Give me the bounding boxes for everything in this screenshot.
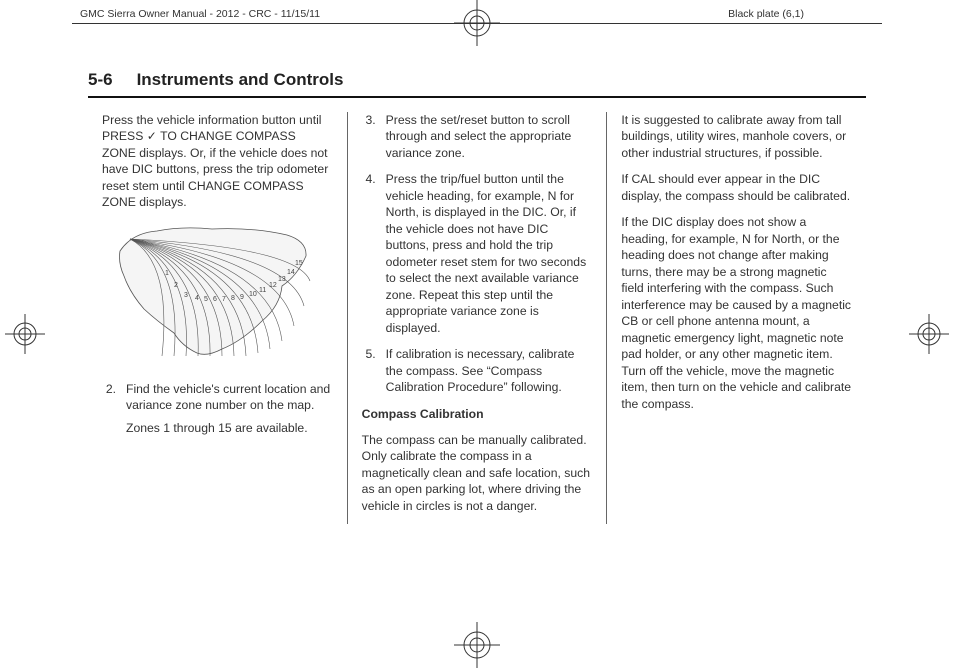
step-body: Press the trip/fuel button until the veh… <box>386 171 593 336</box>
step-body: Find the vehicle's current location and … <box>126 381 333 436</box>
column-3: It is suggested to calibrate away from t… <box>606 112 866 524</box>
registration-mark-bottom <box>454 622 500 668</box>
col2-step5: If calibration is necessary, calibrate t… <box>386 346 593 395</box>
header-doc-id: GMC Sierra Owner Manual - 2012 - CRC - 1… <box>80 8 320 20</box>
svg-text:2: 2 <box>174 282 178 289</box>
columns: Press the vehicle information button unt… <box>88 112 866 524</box>
col2-step-4: 4. Press the trip/fuel button until the … <box>362 171 593 336</box>
svg-text:9: 9 <box>240 294 244 301</box>
svg-text:5: 5 <box>204 296 208 303</box>
svg-text:12: 12 <box>269 282 277 289</box>
col1-intro: Press the vehicle information button unt… <box>102 112 333 211</box>
svg-text:8: 8 <box>231 295 235 302</box>
page-title-row: 5-6 Instruments and Controls <box>88 70 866 98</box>
col1-step2-b: Zones 1 through 15 are available. <box>126 420 333 436</box>
col2-step3: Press the set/reset button to scroll thr… <box>386 112 593 161</box>
page-number: 5-6 <box>88 70 113 90</box>
header-plate: Black plate (6,1) <box>728 8 804 20</box>
col3-p3: If the DIC display does not show a headi… <box>621 214 852 412</box>
step-number: 3. <box>362 112 376 161</box>
col2-subhead: Compass Calibration <box>362 406 593 422</box>
svg-text:11: 11 <box>259 287 266 294</box>
page-title: Instruments and Controls <box>137 70 344 90</box>
column-2: 3. Press the set/reset button to scroll … <box>347 112 607 524</box>
registration-mark-right <box>909 314 949 354</box>
step-body: Press the set/reset button to scroll thr… <box>386 112 593 161</box>
svg-text:1: 1 <box>165 270 169 277</box>
col2-step-3: 3. Press the set/reset button to scroll … <box>362 112 593 161</box>
registration-mark-left <box>5 314 45 354</box>
svg-text:15: 15 <box>295 260 303 267</box>
step-number: 2. <box>102 381 116 436</box>
col3-p1: It is suggested to calibrate away from t… <box>621 112 852 161</box>
svg-text:10: 10 <box>249 291 257 298</box>
column-1: Press the vehicle information button unt… <box>88 112 347 524</box>
svg-text:3: 3 <box>184 292 188 299</box>
check-icon: ✓ <box>147 129 157 143</box>
col3-p2: If CAL should ever appear in the DIC dis… <box>621 171 852 204</box>
page-content: 5-6 Instruments and Controls Press the v… <box>88 70 866 628</box>
svg-text:4: 4 <box>195 295 199 302</box>
step-body: If calibration is necessary, calibrate t… <box>386 346 593 395</box>
step-number: 4. <box>362 171 376 336</box>
step-number: 5. <box>362 346 376 395</box>
variance-zone-map: 1 2 3 4 5 6 7 8 9 10 11 12 13 14 <box>112 221 312 363</box>
col2-para: The compass can be manually calibrated. … <box>362 432 593 514</box>
svg-text:13: 13 <box>278 276 286 283</box>
svg-text:6: 6 <box>213 296 217 303</box>
col2-step4: Press the trip/fuel button until the veh… <box>386 171 593 336</box>
col1-step-2: 2. Find the vehicle's current location a… <box>102 381 333 436</box>
registration-mark-top <box>454 0 500 46</box>
col1-step2-a: Find the vehicle's current location and … <box>126 381 333 414</box>
svg-text:14: 14 <box>287 269 295 276</box>
col2-step-5: 5. If calibration is necessary, calibrat… <box>362 346 593 395</box>
svg-text:7: 7 <box>222 296 226 303</box>
